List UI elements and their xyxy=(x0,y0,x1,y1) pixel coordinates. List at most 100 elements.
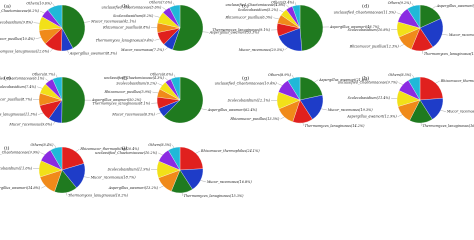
slice-label: Mucor_racemosus(7.1%) xyxy=(120,48,164,52)
slice-value: (42.1%) xyxy=(123,20,137,24)
slice-label: Mucor_racemosus(18.7%) xyxy=(90,176,136,180)
leader-line xyxy=(440,110,446,112)
slice-name: Thermomyces_lanuginosus xyxy=(93,101,140,105)
leader-line xyxy=(291,74,294,78)
slice-label: Thermomyces_lanuginosus(8.1%) xyxy=(93,101,151,105)
slice-name: Scolecobasidium xyxy=(228,99,257,103)
slice-label: unclassified_Chaetomiaceae(5.6%) xyxy=(102,5,162,9)
leader-line xyxy=(84,21,91,23)
slice-name: Scolecobasidium xyxy=(238,8,267,12)
leader-line xyxy=(200,180,206,182)
slice-name: Thermomyces_lanuginosus xyxy=(184,194,231,198)
slice-label: Mucor_racemosus(6.5%) xyxy=(111,112,155,116)
leader-line xyxy=(397,114,403,117)
leader-line xyxy=(195,150,200,154)
slice-name: unclassified_Chaetomiaceae xyxy=(104,76,153,80)
slice-label: Thermomyces_lanuginosus(14.2%) xyxy=(305,124,366,128)
leader-line xyxy=(279,9,284,13)
slice-value: (21.6%) xyxy=(355,78,369,82)
leader-line xyxy=(164,47,168,51)
pie-slice xyxy=(61,76,86,124)
pie-slice xyxy=(179,146,204,171)
slice-value: (6.6%) xyxy=(162,73,174,77)
leader-line xyxy=(52,3,55,7)
leader-line xyxy=(155,112,161,115)
leader-line xyxy=(157,83,163,86)
slice-name: unclassified_Chaetomiaceae xyxy=(338,81,387,85)
leader-line xyxy=(422,50,424,54)
slice-value: (10.4%) xyxy=(21,37,35,41)
slice-value: (5.6%) xyxy=(150,5,162,9)
panel-label: (e) xyxy=(4,75,11,82)
slice-value: (24.1%) xyxy=(246,149,260,153)
slice-name: Others xyxy=(149,1,161,5)
slice-label: Scolecobasidium(9.8%) xyxy=(0,21,33,25)
slice-label: Aspergillus_awamori(50.2%) xyxy=(91,98,142,102)
slice-label: Mucor_racemosus(22.4%) xyxy=(448,33,474,37)
panel-label: (b) xyxy=(122,3,129,10)
slice-value: (8.5%) xyxy=(160,143,172,147)
slice-value: (10.6%) xyxy=(38,1,52,5)
slice-value: (12.3%) xyxy=(385,45,399,49)
slice-label: Rhizomucor_thermophilus(24.1%) xyxy=(200,149,260,153)
slice-value: (6.3%) xyxy=(261,16,273,20)
slice-label: Rhizomucor_pusillus(12.3%) xyxy=(349,45,400,49)
slice-label: Others(6.7%) xyxy=(32,73,56,77)
slice-value: (12.6%) xyxy=(36,50,50,54)
slice-name: Thermomyces_lanuginosus xyxy=(424,52,471,56)
slice-label: Rhizomucor_thermophilus(23.8%) xyxy=(440,79,474,83)
figure: (a)Mucor_racemosus(42.1%)Aspergillus_awa… xyxy=(0,0,474,198)
slice-value: (13.5%) xyxy=(266,117,280,121)
panel-label: (c) xyxy=(242,3,249,10)
leader-line xyxy=(277,83,283,86)
slice-name: Others xyxy=(271,0,283,4)
slice-label: Mucor_racemosus(20.5%) xyxy=(238,48,284,52)
leader-line xyxy=(173,74,176,78)
slice-label: Scolecobasidium(11.6%) xyxy=(0,167,33,171)
slice-value: (18.7%) xyxy=(122,176,136,180)
slice-label: Mucor_racemosus(17.2%) xyxy=(446,110,474,114)
slice-value: (19.3%) xyxy=(359,108,373,112)
pie-slice xyxy=(163,76,204,124)
slice-name: Aspergillus_awamori xyxy=(207,108,244,112)
leader-line xyxy=(38,112,44,115)
slice-value: (8.1%) xyxy=(139,101,151,105)
slice-value: (10.8%) xyxy=(377,28,391,32)
slice-name: Aspergillus_awamori xyxy=(318,78,355,82)
pie-panel: (h) Rhizomucor_thermophilus(23.8%) Mucor_r… xyxy=(338,73,474,128)
slice-value: (9.7%) xyxy=(386,81,398,85)
leader-line xyxy=(75,149,80,152)
leader-line xyxy=(181,192,183,196)
slice-value: (16.2%) xyxy=(114,194,128,198)
slice-value: (11.9%) xyxy=(137,167,151,171)
slice-label: Thermomyces_lanuginosus(16.2%) xyxy=(68,194,129,198)
slice-label: Scolecobasidium(12.1%) xyxy=(228,99,271,103)
leader-line xyxy=(294,2,297,6)
slice-value: (8.9%) xyxy=(280,73,292,77)
slice-value: (48.7%) xyxy=(366,25,380,29)
leader-line xyxy=(41,185,46,189)
slice-value: (6.2%) xyxy=(28,9,40,13)
leader-line xyxy=(154,15,160,18)
slice-name: Mucor_racemosus xyxy=(238,48,271,52)
slice-name: Others xyxy=(148,143,160,147)
pie-panel: (j) Rhizomucor_thermophilus(24.1%) Mucor_r… xyxy=(95,143,260,198)
slice-value: (14.8%) xyxy=(27,186,41,190)
slice-label: Scolecobasidium(10.8%) xyxy=(348,28,391,32)
slice-value: (8.2%) xyxy=(142,14,154,18)
slice-name: Thermomyces_lanuginosus xyxy=(422,124,469,128)
slice-label: Thermomyces_lanuginosus(9.4%) xyxy=(96,38,154,42)
slice-name: Others xyxy=(268,73,280,77)
slice-value: (8.5%) xyxy=(400,73,412,77)
slice-value: (9.4%) xyxy=(142,38,154,42)
pie-panel: (f)Aspergillus_awamori(62.4%)Mucor_racem… xyxy=(93,73,258,124)
slice-value: (8.4%) xyxy=(42,143,54,147)
slice-label: Scolecobasidium(5.2%) xyxy=(238,8,279,12)
slice-name: Rhizomucor_thermophilus xyxy=(440,79,474,83)
slice-value: (9.8%) xyxy=(21,21,33,25)
pie-panel: (e) Aspergillus_awamori(50.2%) Mucor_racem… xyxy=(0,73,142,127)
slice-name: Aspergillus_awamori xyxy=(329,25,366,29)
slice-name: Rhizomucor_thermophilus xyxy=(200,149,246,153)
slice-name: Others xyxy=(32,73,44,77)
slice-name: Aspergillus_awamori xyxy=(108,186,145,190)
